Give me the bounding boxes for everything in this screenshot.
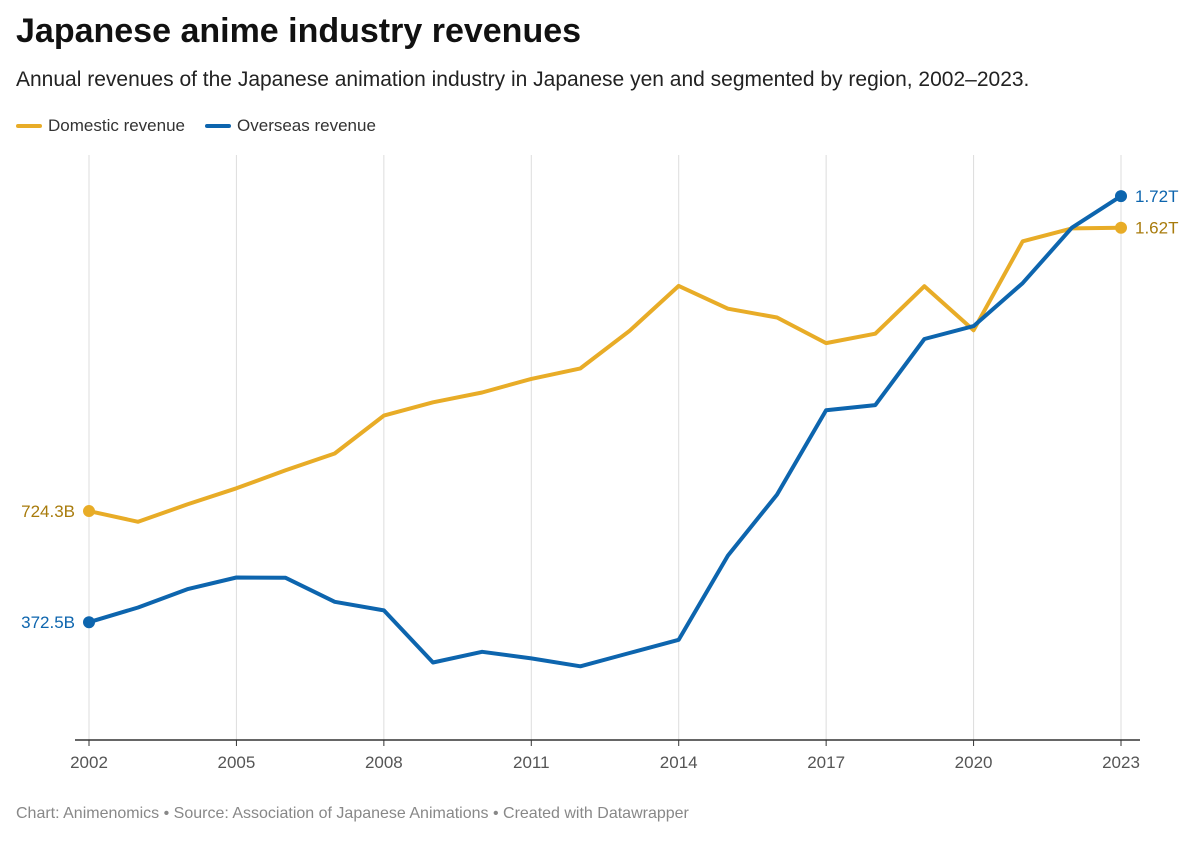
series-line-domestic <box>87 225 1123 524</box>
chart-footer: Chart: Animenomics • Source: Association… <box>16 805 689 822</box>
x-tick-label-2014: 2014 <box>660 753 698 772</box>
x-tick-label-2011: 2011 <box>513 753 550 772</box>
legend-swatch-overseas <box>205 124 232 128</box>
legend-item-domestic: Domestic revenue <box>16 116 185 136</box>
start-point-overseas <box>83 616 95 629</box>
start-label-domestic: 724.3B <box>21 502 75 521</box>
end-label-domestic: 1.62T <box>1135 219 1178 238</box>
x-tick-label-2023: 2023 <box>1102 753 1140 772</box>
chart-subtitle: Annual revenues of the Japanese animatio… <box>16 68 1030 91</box>
legend-label-domestic: Domestic revenue <box>48 116 186 135</box>
x-tick-label-2002: 2002 <box>70 753 108 772</box>
end-point-overseas <box>1115 190 1127 203</box>
legend-swatch-domestic <box>16 124 42 128</box>
x-tick-label-2008: 2008 <box>365 753 403 772</box>
start-point-domestic <box>83 505 95 518</box>
x-tick-label-2005: 2005 <box>218 753 256 772</box>
end-point-domestic <box>1115 221 1127 234</box>
legend-item-overseas: Overseas revenue <box>205 116 376 136</box>
start-label-overseas: 372.5B <box>21 613 75 632</box>
x-tick-label-2020: 2020 <box>955 753 993 772</box>
legend-label-overseas: Overseas revenue <box>237 116 376 135</box>
chart-legend: Domestic revenue Overseas revenue <box>16 116 396 136</box>
chart-title: Japanese anime industry revenues <box>16 12 582 50</box>
end-label-overseas: 1.72T <box>1135 187 1178 206</box>
x-tick-label-2017: 2017 <box>807 753 845 772</box>
series-line-overseas <box>87 194 1123 669</box>
